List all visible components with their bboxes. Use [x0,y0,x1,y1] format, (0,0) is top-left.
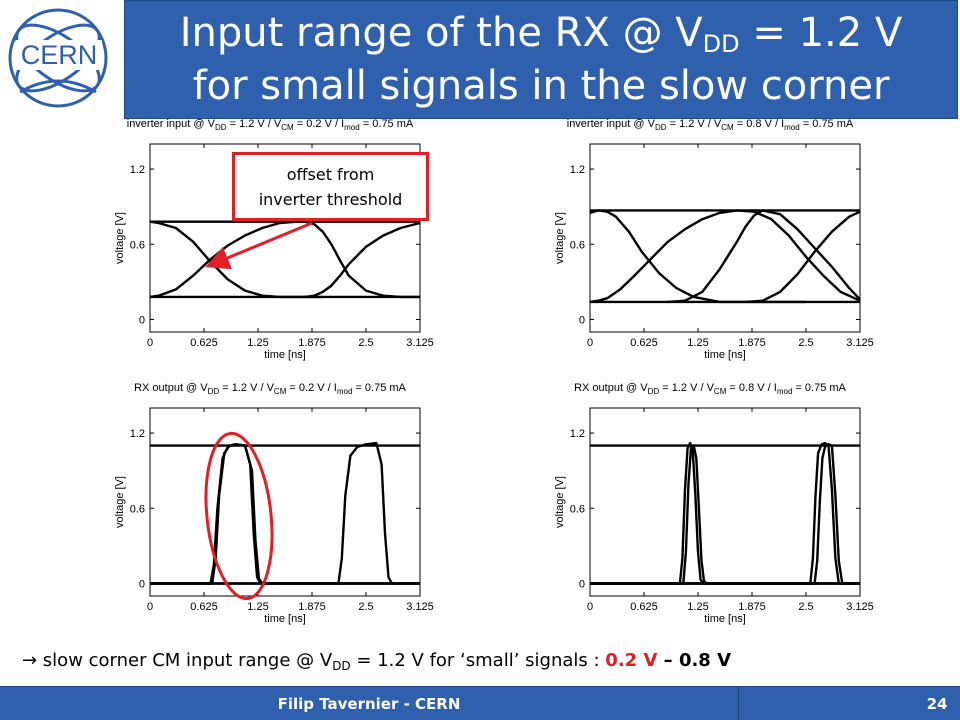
x-tick-label: 2.5 [798,601,813,613]
footer-bar: Filip Tavernier - CERN 24 [0,686,960,720]
x-tick-label: 0 [147,337,153,349]
plot-title: RX output @ VDD = 1.2 V / VCM = 0.8 V / … [574,382,846,396]
x-tick-label: 1.25 [247,337,268,349]
x-tick-label: 3.125 [406,337,434,349]
y-tick-label: 1.2 [570,164,585,176]
range-low-value: 0.2 V [605,650,658,671]
slide-title-line2: for small signals in the slow corner [192,62,890,109]
y-tick-label: 0.6 [130,503,145,515]
slide-title: Input range of the RX @ VDD = 1.2 V for … [124,0,958,119]
x-tick-label: 1.875 [738,601,766,613]
y-axis-label: voltage [V] [554,212,566,264]
series-line [305,221,421,299]
plot-frame [149,407,421,597]
page-number: 24 [926,695,948,713]
plot-2-svg: 0 0.625 1.25 1.875 2.5 3.125 0 0.6 1.2 time [ns] v… [114,407,434,625]
plot-inverter-input-cm-0-8: 0 0.625 1.25 1.875 2.5 3.125 0 0.6 1.2 time [ns] v… [540,118,880,370]
x-axis-label: time [ns] [264,613,306,625]
series-line [667,209,861,304]
series-line [150,441,420,585]
y-tick-label: 0.6 [570,239,585,251]
x-tick-label: 0.625 [190,601,218,613]
series-line [745,210,861,304]
x-tick-label: 1.875 [298,601,326,613]
x-tick-label: 0.625 [630,601,658,613]
plot-title: inverter input @ VDD = 1.2 V / VCM = 0.2… [126,118,414,132]
x-tick-label: 0 [587,337,593,349]
y-tick-label: 0.6 [570,503,585,515]
plot-1-svg: 0 0.625 1.25 1.875 2.5 3.125 0 0.6 1.2 time [ns] v… [554,143,874,361]
plot-frame [589,143,861,333]
plot-title: inverter input @ VDD = 1.2 V / VCM = 0.8… [566,118,854,132]
y-tick-label: 0 [579,578,585,590]
series-line [590,443,860,585]
y-tick-label: 0 [579,314,585,326]
cern-logo-text: CERN [21,40,98,70]
x-tick-label: 0 [587,601,593,613]
x-tick-label: 3.125 [406,601,434,613]
x-axis-label: time [ns] [704,349,746,361]
y-axis-label: voltage [V] [114,476,126,528]
y-tick-label: 1.2 [570,428,585,440]
series-line [149,220,323,299]
x-tick-label: 1.875 [738,337,766,349]
x-tick-label: 1.25 [247,601,268,613]
x-tick-label: 3.125 [846,601,874,613]
x-tick-label: 2.5 [358,337,373,349]
x-tick-label: 1.25 [687,601,708,613]
x-tick-label: 2.5 [358,601,373,613]
series-line [590,441,860,585]
series-line [590,444,860,585]
offset-callout: offset from inverter threshold [232,152,429,221]
footer-divider [738,687,739,720]
y-tick-label: 1.2 [130,428,145,440]
callout-line1: offset from [286,164,375,184]
x-tick-label: 0.625 [630,337,658,349]
plot-rx-output-cm-0-2: 0 0.625 1.25 1.875 2.5 3.125 0 0.6 1.2 time [ns] v… [100,382,440,634]
summary-text: → slow corner CM input range @ VDD = 1.2… [22,650,732,673]
y-tick-label: 1.2 [130,164,145,176]
x-tick-label: 1.25 [687,337,708,349]
range-high-value: 0.8 V [678,650,732,671]
x-axis-label: time [ns] [704,613,746,625]
x-tick-label: 0.625 [190,337,218,349]
x-axis-label: time [ns] [264,349,306,361]
plot-rx-output-cm-0-8: 0 0.625 1.25 1.875 2.5 3.125 0 0.6 1.2 time [ns] v… [540,382,880,634]
footer-author: Filip Tavernier - CERN [277,695,461,713]
cern-logo: CERN [8,8,108,108]
x-tick-label: 0 [147,601,153,613]
plot-3-svg: 0 0.625 1.25 1.875 2.5 3.125 0 0.6 1.2 time [ns] v… [554,407,874,625]
slide-title-line1: Input range of the RX @ VDD = 1.2 V [179,9,903,58]
y-tick-label: 0 [139,314,145,326]
y-axis-label: voltage [V] [114,212,126,264]
y-tick-label: 0.6 [130,239,145,251]
x-tick-label: 3.125 [846,337,874,349]
y-axis-label: voltage [V] [554,476,566,528]
callout-line2: inverter threshold [258,189,403,209]
y-tick-label: 0 [139,578,145,590]
x-tick-label: 1.875 [298,337,326,349]
x-tick-label: 2.5 [798,337,813,349]
plot-title: RX output @ VDD = 1.2 V / VCM = 0.2 V / … [134,382,406,396]
